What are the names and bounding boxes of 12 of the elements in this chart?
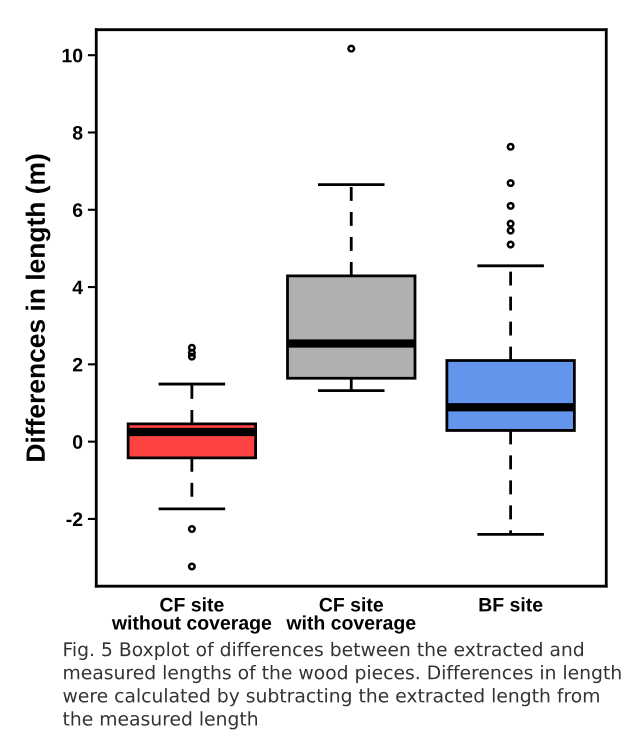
x-tick-label: CF site with coverage	[286, 597, 416, 634]
y-tick-label: 0	[73, 435, 82, 449]
x-tick-label: BF site	[480, 597, 542, 612]
y-tick-label: 8	[72, 126, 82, 140]
x-tick-label: CF site without coverage	[112, 597, 272, 634]
y-axis-title: Differences in length (m)	[26, 154, 50, 461]
y-tick-label: 10	[62, 48, 82, 62]
y-tick-label: 4	[72, 280, 83, 294]
y-tick-label: 6	[72, 203, 82, 218]
y-tick-label: 2	[72, 358, 82, 372]
caption: Fig. 5 Boxplot of differences between the extracted and measured lengths of the wood pieces. Differences in length were calculated by subtracting the extracted length from the measured length	[63, 642, 621, 730]
y-tick-label: -2	[66, 512, 82, 526]
